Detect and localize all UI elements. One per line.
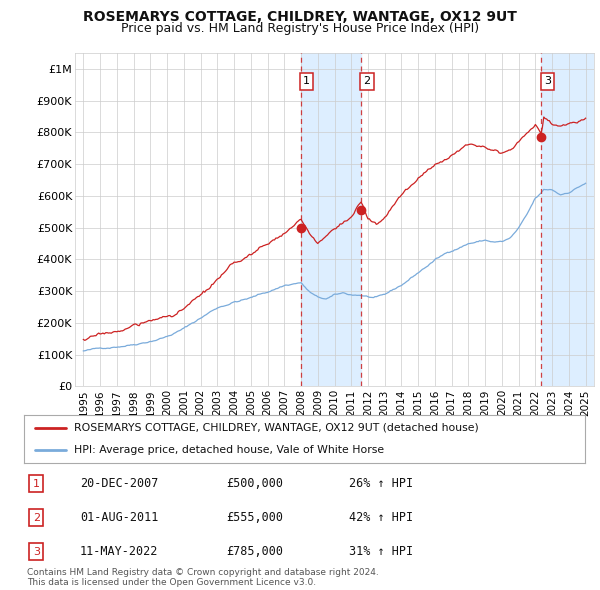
Text: £500,000: £500,000: [226, 477, 283, 490]
Text: Price paid vs. HM Land Registry's House Price Index (HPI): Price paid vs. HM Land Registry's House …: [121, 22, 479, 35]
Text: 3: 3: [544, 77, 551, 86]
Text: 01-AUG-2011: 01-AUG-2011: [80, 511, 158, 525]
Text: £555,000: £555,000: [226, 511, 283, 525]
Text: ROSEMARYS COTTAGE, CHILDREY, WANTAGE, OX12 9UT (detached house): ROSEMARYS COTTAGE, CHILDREY, WANTAGE, OX…: [74, 423, 479, 433]
Text: 2: 2: [364, 77, 371, 86]
Text: 3: 3: [33, 547, 40, 557]
Bar: [301, 53, 361, 386]
Text: 31% ↑ HPI: 31% ↑ HPI: [349, 545, 413, 558]
Text: Contains HM Land Registry data © Crown copyright and database right 2024.
This d: Contains HM Land Registry data © Crown c…: [27, 568, 379, 587]
Text: 42% ↑ HPI: 42% ↑ HPI: [349, 511, 413, 525]
Bar: [541, 53, 594, 386]
Text: 2: 2: [33, 513, 40, 523]
Text: 1: 1: [303, 77, 310, 86]
Text: ROSEMARYS COTTAGE, CHILDREY, WANTAGE, OX12 9UT: ROSEMARYS COTTAGE, CHILDREY, WANTAGE, OX…: [83, 10, 517, 24]
Text: 1: 1: [33, 478, 40, 489]
Text: HPI: Average price, detached house, Vale of White Horse: HPI: Average price, detached house, Vale…: [74, 445, 385, 455]
Text: 11-MAY-2022: 11-MAY-2022: [80, 545, 158, 558]
Text: 26% ↑ HPI: 26% ↑ HPI: [349, 477, 413, 490]
Text: £785,000: £785,000: [226, 545, 283, 558]
Text: 20-DEC-2007: 20-DEC-2007: [80, 477, 158, 490]
